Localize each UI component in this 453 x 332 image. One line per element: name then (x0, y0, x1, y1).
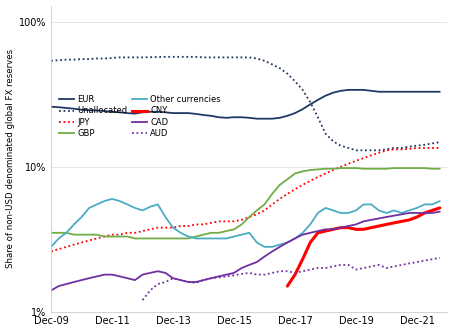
Legend: EUR, Unallocated, JPY, GBP, Other currencies, CNY, CAD, AUD: EUR, Unallocated, JPY, GBP, Other curren… (59, 95, 221, 138)
Y-axis label: Share of non-USD denominated global FX reserves: Share of non-USD denominated global FX r… (5, 49, 14, 268)
